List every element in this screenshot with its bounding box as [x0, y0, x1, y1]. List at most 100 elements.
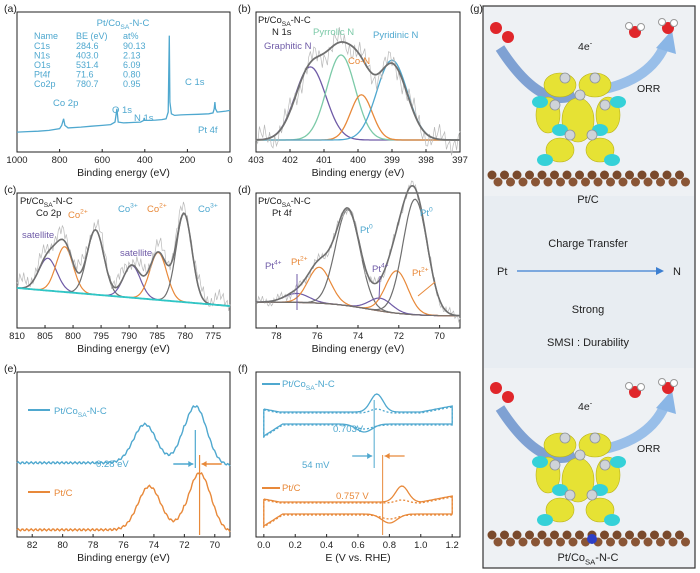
- g-bottom-carbon-atom: [656, 537, 665, 547]
- g-top-charge-density-cyan: [604, 154, 620, 166]
- panel-d-envelope-line: [256, 184, 461, 317]
- g-bottom-carbon-atom: [556, 537, 565, 547]
- panel-letter-c: (c): [4, 184, 16, 196]
- g-top-carbon-atom: [543, 177, 553, 187]
- g-top-pt-atom: [586, 129, 598, 141]
- g-top-carbon-atom: [600, 170, 609, 180]
- g-top-carbon-atom: [681, 177, 690, 187]
- panel-a-table-cell: 71.6: [76, 70, 94, 80]
- g-top-carbon-atom: [593, 177, 603, 187]
- panel-a-xtick-label: 200: [179, 155, 195, 166]
- panel-e-xtick-label: 78: [88, 540, 99, 551]
- g-bottom-carbon-atom: [643, 537, 653, 547]
- panel-e-line-0: [16, 404, 231, 467]
- panel-letter-g: (g): [470, 3, 483, 15]
- panel-a-sample: Pt/CoSA-N-C: [97, 18, 150, 31]
- g-top-oxygen-atom: [502, 31, 514, 43]
- g-bottom-carbon-atom: [662, 530, 672, 540]
- g-bottom-carbon-atom: [612, 530, 622, 540]
- panel-d-series-label: Pt2+: [412, 267, 429, 279]
- panel-f-xtick-label: 1.2: [446, 540, 459, 551]
- g-charge-transfer: Charge Transfer: [548, 238, 628, 250]
- panel-c-envelope-line: [16, 212, 231, 307]
- panel-a-table-cell: 284.6: [76, 41, 99, 51]
- g-bottom-oxygen-atom: [502, 391, 514, 403]
- panel-b-fit-0: [255, 66, 460, 141]
- g-bottom-pt-atom: [589, 432, 601, 444]
- panel-a-table-cell: 780.7: [76, 79, 99, 89]
- panel-e-annotation: 0.28 eV: [96, 459, 129, 470]
- panel-f-xtick-label: 1.0: [414, 540, 427, 551]
- panel-b-series-label: Pyridinic N: [373, 30, 419, 41]
- g-bottom-carbon-atom: [637, 530, 647, 540]
- panel-a-peak-label: N 1s: [134, 113, 154, 124]
- g-top-carbon-atom: [606, 177, 615, 187]
- panel-d-fit-1: [256, 266, 460, 317]
- panel-f-cv-orange: [263, 485, 453, 528]
- panel-d-series-label: Pt4+: [265, 260, 282, 272]
- g-top-water-hydrogen: [637, 23, 645, 31]
- g-bottom-pt-atom: [599, 459, 611, 471]
- panel-f-half-wave-blue: 0.703V: [333, 424, 364, 435]
- panel-d-series-label: Pt0: [360, 224, 373, 236]
- g-bottom-electron: 4e-: [578, 398, 593, 413]
- panel-b-series-label: Pyrrolic N: [313, 27, 354, 38]
- g-top-carbon-atom: [612, 170, 622, 180]
- panel-a-peak-label: Pt 4f: [198, 125, 218, 136]
- panel-a-peak-label: C 1s: [185, 77, 205, 88]
- g-top-pt-atom: [589, 72, 601, 84]
- g-top-carbon-atom: [637, 170, 647, 180]
- panel-a-table-cell: Pt4f: [34, 70, 51, 80]
- g-top-carbon-atom: [518, 177, 528, 187]
- g-bottom-pt-atom: [564, 489, 576, 501]
- panel-f-legend-label: Pt/CoSA-N-C: [282, 379, 335, 392]
- g-top-carbon-atom: [668, 177, 678, 187]
- g-bottom-carbon-atom: [631, 537, 640, 547]
- panel-b-xtick-label: 397: [452, 155, 468, 166]
- panel-c-xtick-label: 800: [65, 331, 81, 342]
- g-smsi: SMSI : Durability: [547, 337, 629, 349]
- panel-e-xtick-label: 72: [179, 540, 190, 551]
- g-strong: Strong: [572, 304, 604, 316]
- g-top-carbon-atom: [550, 170, 559, 180]
- g-bottom-charge-density-cyan: [604, 514, 620, 526]
- g-top-carbon-atom: [568, 177, 578, 187]
- panel-b-xtick-label: 403: [248, 155, 264, 166]
- g-bottom-carbon-atom: [618, 537, 628, 547]
- g-bottom-caption: Pt/CoSA-N-C: [558, 552, 619, 566]
- panel-a-xtick-label: 400: [137, 155, 153, 166]
- panel-d-pointer: [378, 275, 381, 301]
- panel-d-xtick-label: 70: [434, 331, 445, 342]
- panel-a-table-header: at%: [123, 31, 139, 41]
- panel-f-half-wave-orange: 0.757 V: [336, 491, 369, 502]
- panel-a-table-cell: 0.95: [123, 79, 141, 89]
- g-top-carbon-atom: [662, 170, 672, 180]
- panel-c-subtitle: Co 2p: [36, 208, 61, 219]
- g-bottom-water-hydrogen: [658, 378, 666, 386]
- g-top-carbon-atom: [493, 177, 503, 187]
- panel-d-fit-4: [256, 270, 460, 317]
- panel-f-blue-arrowhead: [367, 453, 373, 459]
- g-bottom-carbon-atom: [525, 530, 534, 540]
- panel-e-orange-arrowhead: [201, 461, 207, 467]
- panel-c-xtick-label: 805: [37, 331, 53, 342]
- panel-a-survey-line: [16, 35, 231, 133]
- panel-d-series-label: Pt0: [420, 207, 433, 219]
- panel-b-sample: Pt/CoSA-N-C: [258, 15, 311, 28]
- panel-a-xtick-label: 1000: [6, 155, 27, 166]
- g-top-carbon-atom: [650, 170, 659, 180]
- panel-letter-b: (b): [238, 3, 251, 15]
- g-bottom-carbon-atom: [493, 537, 503, 547]
- g-top-carbon-atom: [562, 170, 572, 180]
- panel-d-xtick-label: 78: [271, 331, 282, 342]
- g-bottom-out-arrowhead: [656, 390, 676, 414]
- g-top-pt-atom: [564, 129, 576, 141]
- g-bottom-carbon-atom: [562, 530, 572, 540]
- panel-e-xtick-label: 80: [57, 540, 68, 551]
- panel-a-table-cell: Co2p: [34, 79, 56, 89]
- g-top-in-arrow: [495, 45, 577, 103]
- g-bottom-water-hydrogen: [637, 383, 645, 391]
- panel-b-xtick-label: 401: [316, 155, 332, 166]
- panel-b-xtick-label: 402: [282, 155, 298, 166]
